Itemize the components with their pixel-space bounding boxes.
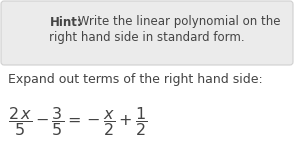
Text: Write the linear polynomial on the: Write the linear polynomial on the bbox=[74, 16, 281, 28]
Text: Hint:: Hint: bbox=[50, 16, 83, 28]
Text: $\dfrac{2\,x}{5} - \dfrac{3}{5} = -\dfrac{x}{2} + \dfrac{1}{2}$: $\dfrac{2\,x}{5} - \dfrac{3}{5} = -\dfra… bbox=[8, 105, 147, 138]
Text: right hand side in standard form.: right hand side in standard form. bbox=[49, 32, 245, 45]
FancyBboxPatch shape bbox=[1, 1, 293, 65]
Text: Expand out terms of the right hand side:: Expand out terms of the right hand side: bbox=[8, 73, 263, 87]
